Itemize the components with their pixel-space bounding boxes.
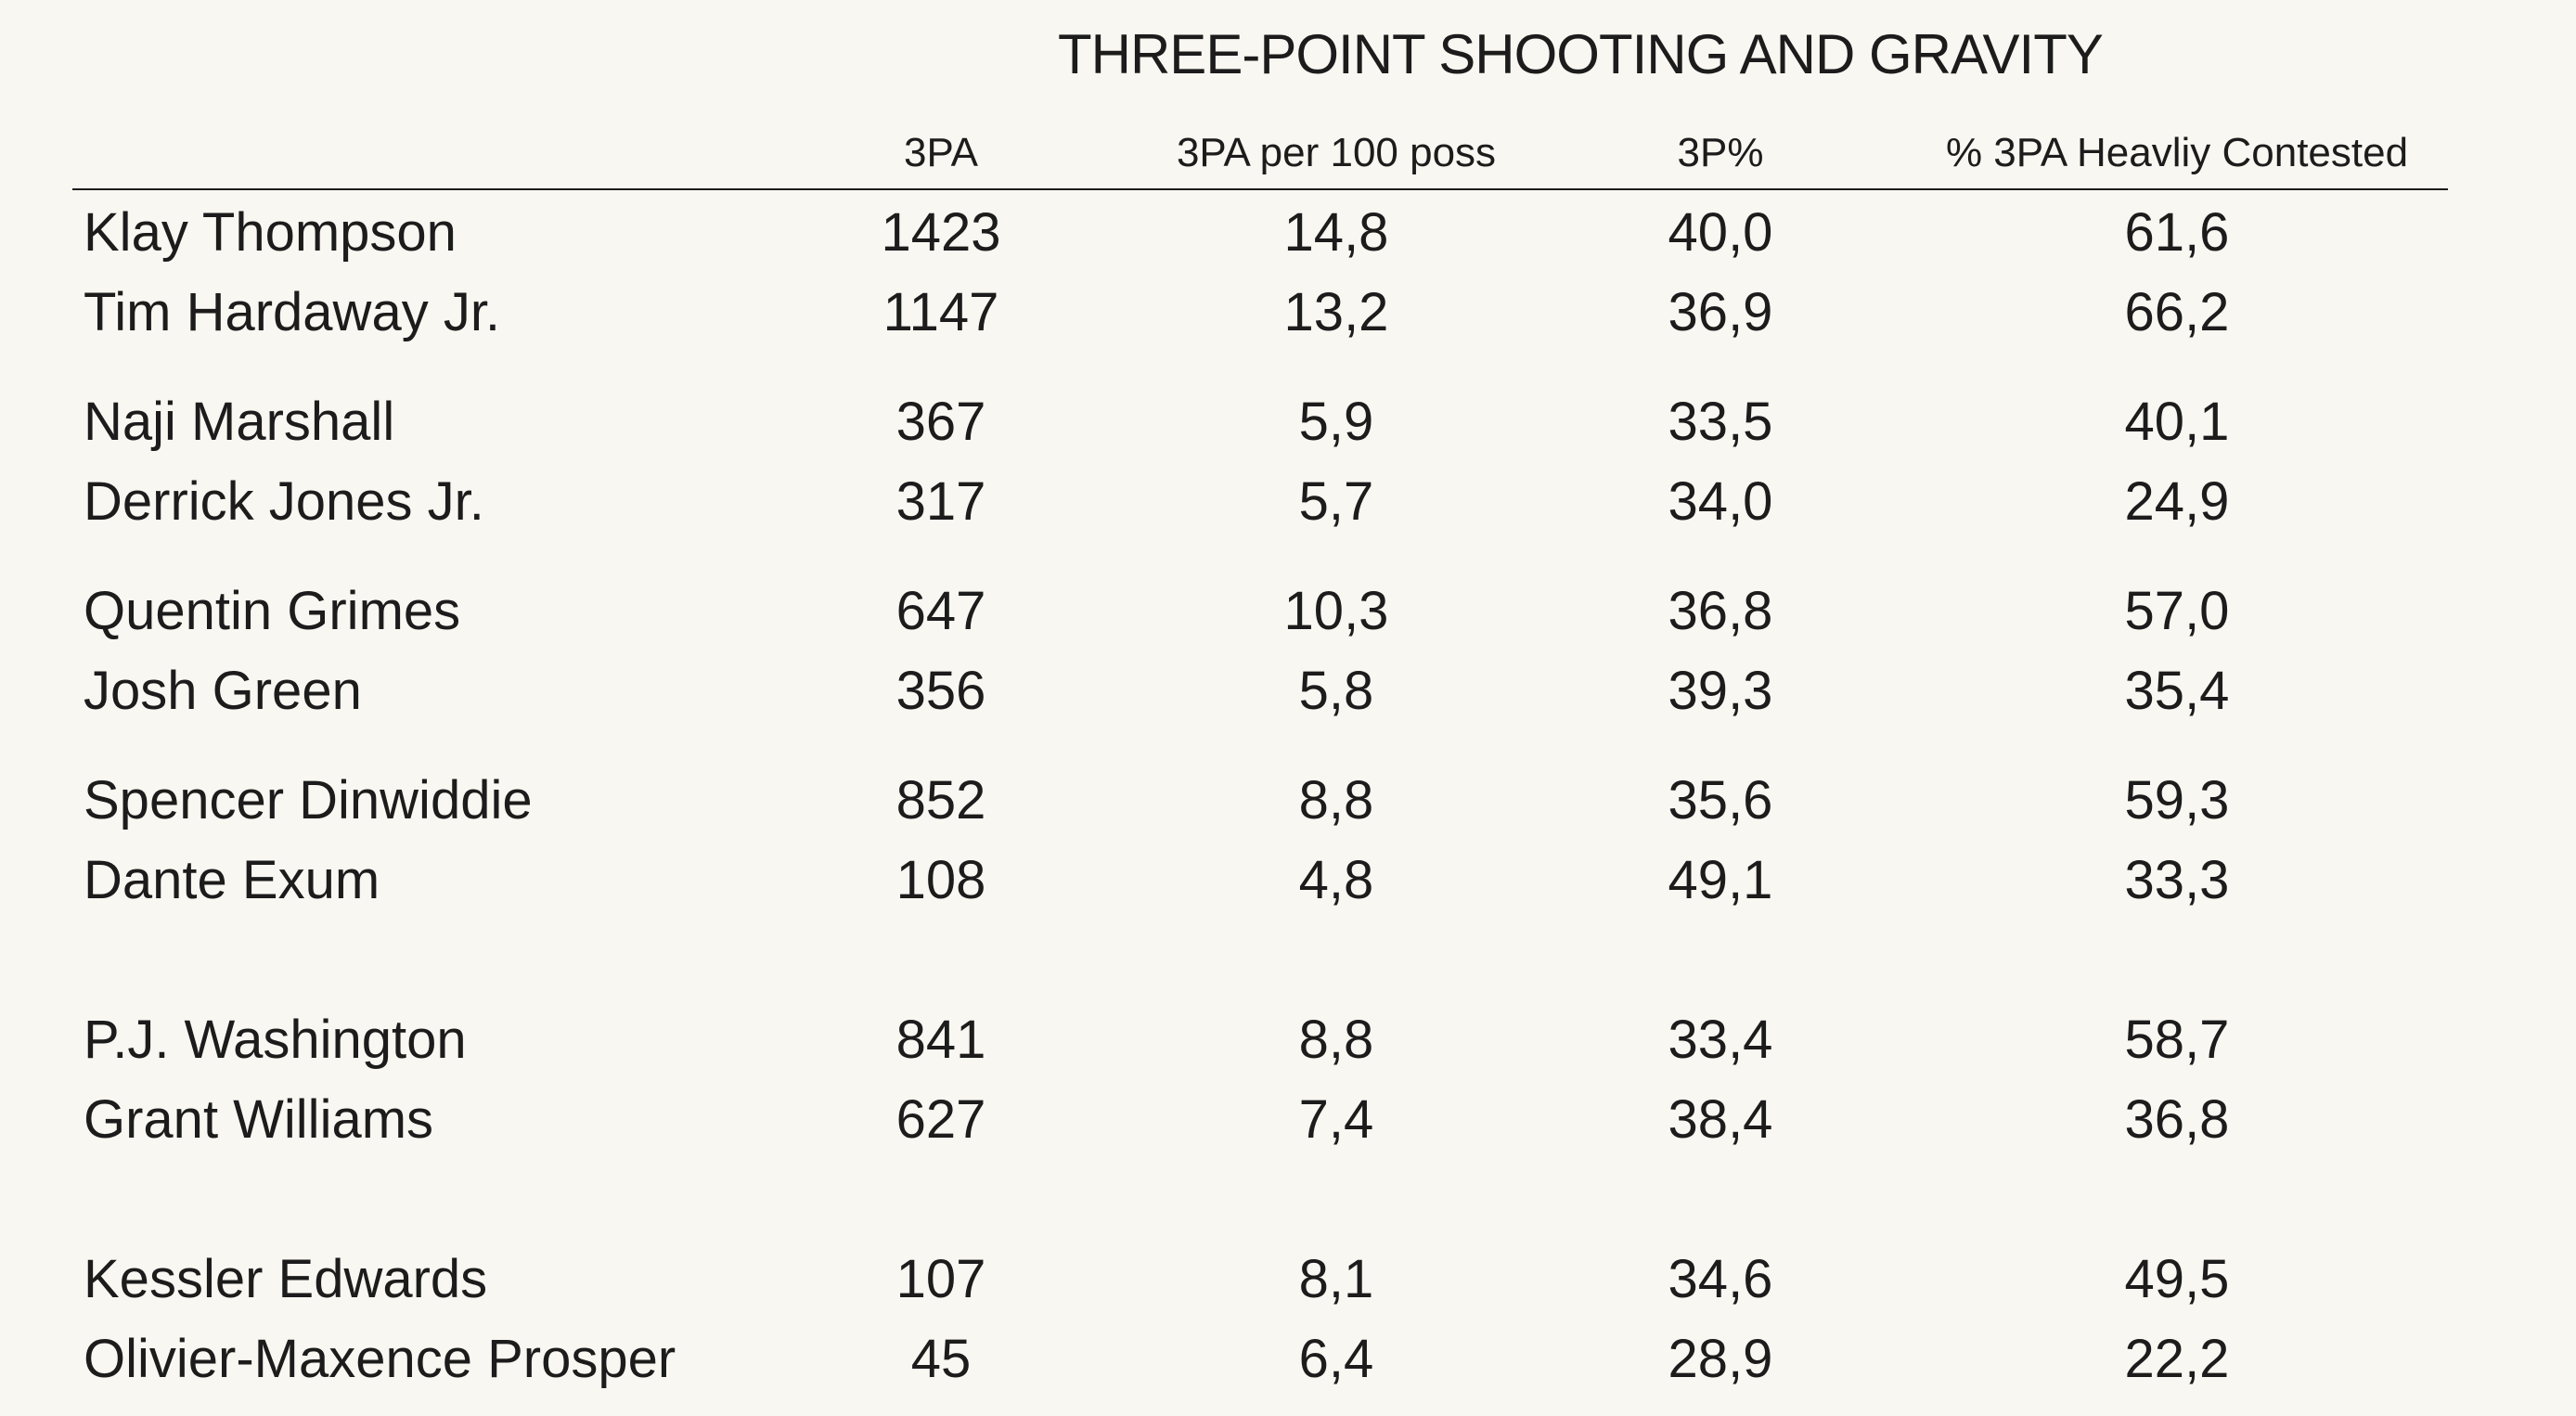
cell-3p-pct: 40,0 xyxy=(1668,202,1773,263)
cell-3p-pct: 35,6 xyxy=(1668,770,1773,830)
cell-3pa: 317 xyxy=(895,471,986,532)
cell-3p-pct: 34,6 xyxy=(1668,1249,1773,1309)
cell-heavily-contested: 33,3 xyxy=(2124,850,2230,910)
cell-3p-pct: 34,0 xyxy=(1668,471,1773,532)
cell-heavily-contested: 57,0 xyxy=(2124,581,2230,641)
cell-3pa-per-100: 6,4 xyxy=(1298,1329,1374,1389)
player-name: Dante Exum xyxy=(84,850,380,910)
cell-3pa: 356 xyxy=(895,661,986,721)
cell-3pa: 841 xyxy=(895,1010,986,1070)
player-name: Quentin Grimes xyxy=(84,581,461,641)
cell-heavily-contested: 36,8 xyxy=(2124,1089,2230,1150)
cell-3p-pct: 28,9 xyxy=(1668,1329,1773,1389)
header-rule xyxy=(72,188,2448,190)
chart-title: THREE-POINT SHOOTING AND GRAVITY xyxy=(1058,23,2104,85)
column-header-heavily-contested: % 3PA Heavliy Contested xyxy=(1945,130,2409,175)
player-name: Josh Green xyxy=(84,661,362,721)
cell-3pa-per-100: 8,8 xyxy=(1298,1010,1374,1070)
cell-3p-pct: 36,8 xyxy=(1668,581,1773,641)
cell-3pa-per-100: 8,1 xyxy=(1298,1249,1374,1309)
player-name: Klay Thompson xyxy=(84,202,457,263)
cell-3p-pct: 36,9 xyxy=(1668,282,1773,342)
cell-heavily-contested: 61,6 xyxy=(2124,202,2230,263)
table-row: Olivier-Maxence Prosper 45 6,4 28,9 22,2 xyxy=(0,1332,2576,1407)
player-name: Grant Williams xyxy=(84,1089,434,1150)
table-row: Derrick Jones Jr. 317 5,7 34,0 24,9 xyxy=(0,475,2576,549)
cell-3pa: 1423 xyxy=(881,202,1001,263)
table-row: Kessler Edwards 107 8,1 34,6 49,5 xyxy=(0,1253,2576,1327)
cell-heavily-contested: 58,7 xyxy=(2124,1010,2230,1070)
cell-3pa-per-100: 13,2 xyxy=(1283,282,1389,342)
cell-3pa-per-100: 4,8 xyxy=(1298,850,1374,910)
cell-3pa: 852 xyxy=(895,770,986,830)
table-row: Quentin Grimes 647 10,3 36,8 57,0 xyxy=(0,585,2576,659)
player-name: Tim Hardaway Jr. xyxy=(84,282,501,342)
cell-heavily-contested: 35,4 xyxy=(2124,661,2230,721)
cell-3pa: 1147 xyxy=(882,282,999,342)
cell-3pa: 647 xyxy=(895,581,986,641)
player-name: Derrick Jones Jr. xyxy=(84,471,484,532)
cell-3pa-per-100: 10,3 xyxy=(1283,581,1389,641)
cell-heavily-contested: 24,9 xyxy=(2124,471,2230,532)
player-name: Olivier-Maxence Prosper xyxy=(84,1329,676,1389)
cell-3pa: 367 xyxy=(895,392,986,452)
table-row: Grant Williams 627 7,4 38,4 36,8 xyxy=(0,1093,2576,1167)
cell-3pa: 107 xyxy=(895,1249,986,1309)
cell-3p-pct: 33,4 xyxy=(1668,1010,1773,1070)
cell-3pa-per-100: 5,8 xyxy=(1298,661,1374,721)
cell-3pa-per-100: 7,4 xyxy=(1298,1089,1374,1150)
table-row: P.J. Washington 841 8,8 33,4 58,7 xyxy=(0,1013,2576,1088)
player-name: Kessler Edwards xyxy=(84,1249,488,1309)
cell-3p-pct: 39,3 xyxy=(1668,661,1773,721)
column-header-3p-pct: 3P% xyxy=(1677,130,1764,175)
cell-heavily-contested: 40,1 xyxy=(2124,392,2230,452)
column-header-3pa-per-100: 3PA per 100 poss xyxy=(1176,130,1497,175)
cell-3pa: 108 xyxy=(895,850,986,910)
cell-heavily-contested: 66,2 xyxy=(2124,282,2230,342)
cell-3pa: 45 xyxy=(910,1329,972,1389)
cell-3pa-per-100: 5,9 xyxy=(1298,392,1374,452)
table-row: Tim Hardaway Jr. 1147 13,2 36,9 66,2 xyxy=(0,286,2576,360)
table-row: Dante Exum 108 4,8 49,1 33,3 xyxy=(0,854,2576,928)
cell-heavily-contested: 22,2 xyxy=(2124,1329,2230,1389)
player-name: Spencer Dinwiddie xyxy=(84,770,533,830)
table-row: Josh Green 356 5,8 39,3 35,4 xyxy=(0,664,2576,739)
table-row: Spencer Dinwiddie 852 8,8 35,6 59,3 xyxy=(0,774,2576,848)
cell-heavily-contested: 59,3 xyxy=(2124,770,2230,830)
cell-3pa: 627 xyxy=(895,1089,986,1150)
cell-3pa-per-100: 8,8 xyxy=(1298,770,1374,830)
cell-3p-pct: 49,1 xyxy=(1668,850,1773,910)
player-name: P.J. Washington xyxy=(84,1010,467,1070)
table-row: Naji Marshall 367 5,9 33,5 40,1 xyxy=(0,395,2576,470)
cell-3pa-per-100: 14,8 xyxy=(1283,202,1389,263)
player-name: Naji Marshall xyxy=(84,392,395,452)
cell-3pa-per-100: 5,7 xyxy=(1298,471,1374,532)
column-header-3pa: 3PA xyxy=(904,130,978,175)
cell-3p-pct: 33,5 xyxy=(1668,392,1773,452)
table-row: Klay Thompson 1423 14,8 40,0 61,6 xyxy=(0,206,2576,280)
cell-heavily-contested: 49,5 xyxy=(2124,1249,2230,1309)
cell-3p-pct: 38,4 xyxy=(1668,1089,1773,1150)
